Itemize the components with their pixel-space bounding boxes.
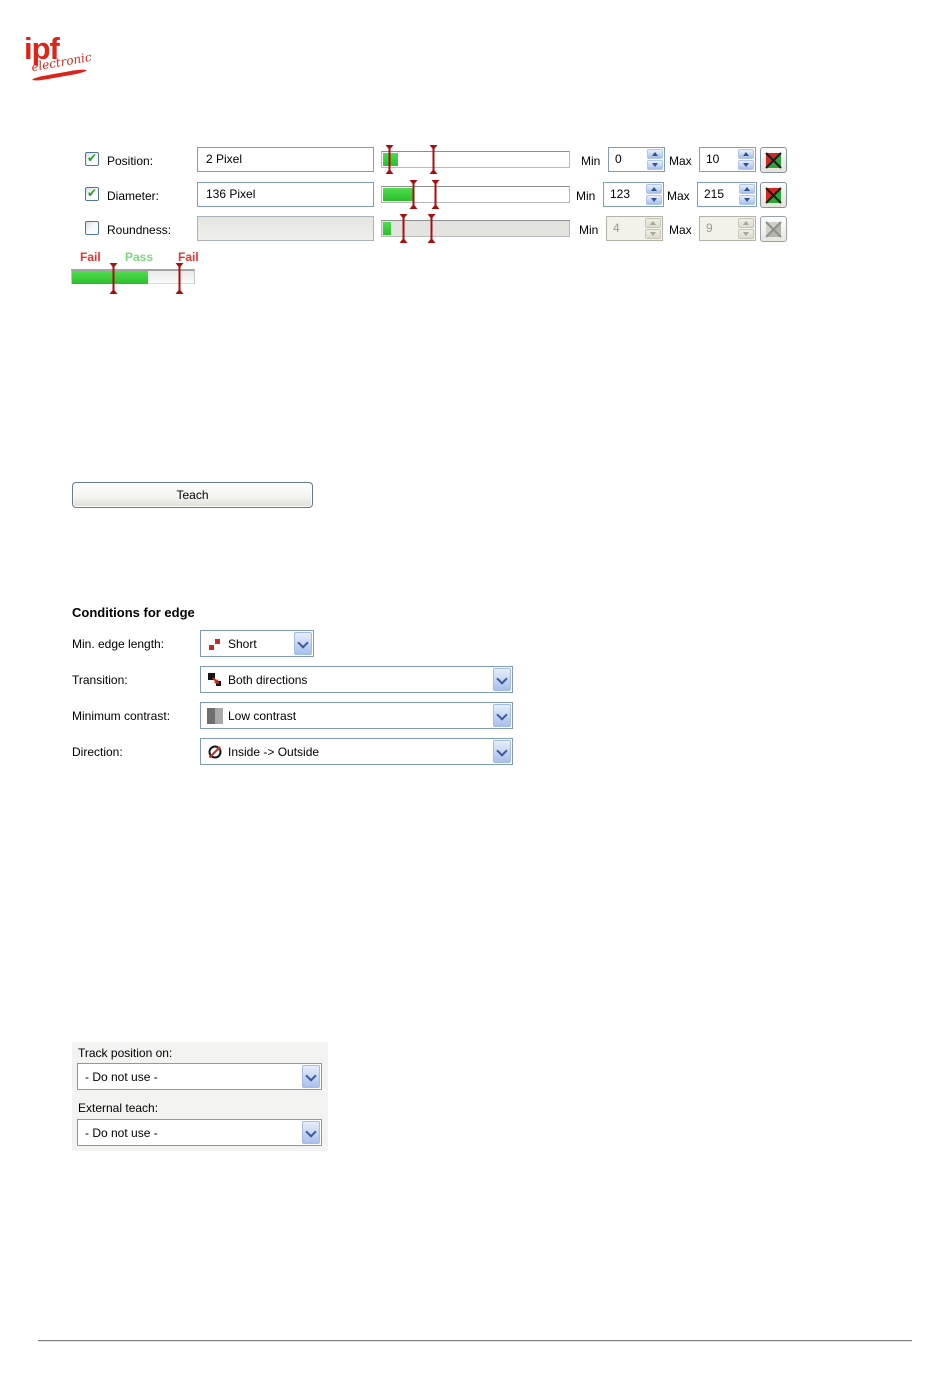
track-position-select[interactable]: - Do not use - <box>77 1063 322 1090</box>
position-slider[interactable] <box>381 145 570 174</box>
roundness-max-spinner: 9 <box>699 216 756 241</box>
tracking-panel: Track position on: - Do not use - Extern… <box>72 1042 328 1151</box>
direction-label: Direction: <box>72 745 123 759</box>
roundness-checkbox[interactable] <box>85 221 99 235</box>
spin-up-button[interactable] <box>739 184 755 194</box>
roundness-value-field <box>197 216 374 241</box>
spin-down-button[interactable] <box>647 160 663 170</box>
logo-text: ipf <box>24 31 60 66</box>
diameter-max-spinner[interactable]: 215 <box>697 182 757 207</box>
diameter-slider-fill <box>383 188 414 201</box>
contrast-icon <box>207 707 223 724</box>
roundness-min-spinner: 4 <box>606 216 663 241</box>
selected-option: - Do not use - <box>85 1125 158 1140</box>
dropdown-arrow-button[interactable] <box>302 1121 320 1144</box>
page-footer-divider <box>38 1340 912 1342</box>
track-position-label: Track position on: <box>78 1046 173 1060</box>
spinner-value: 10 <box>706 152 720 166</box>
position-label: Position: <box>107 154 154 168</box>
diameter-slider[interactable] <box>381 180 570 209</box>
roundness-label: Roundness: <box>107 223 172 237</box>
min-edge-length-select[interactable]: Short <box>200 630 314 657</box>
spin-down-button <box>738 229 754 239</box>
max-label: Max <box>669 154 692 168</box>
dropdown-arrow-button[interactable] <box>294 632 312 655</box>
spinner-value: 9 <box>706 221 713 235</box>
direction-icon <box>207 744 223 760</box>
pass-fail-icon <box>765 151 782 169</box>
range-bar <box>71 263 195 294</box>
dropdown-arrow-button[interactable] <box>302 1065 320 1088</box>
conditions-heading: Conditions for edge <box>72 605 195 620</box>
diameter-min-spinner[interactable]: 123 <box>603 182 664 207</box>
selected-option: Inside -> Outside <box>228 744 320 759</box>
edge-length-icon <box>207 636 223 652</box>
transition-label: Transition: <box>72 673 128 687</box>
position-result-button[interactable] <box>760 147 787 173</box>
spinner-value: 4 <box>613 221 620 235</box>
spin-down-button[interactable] <box>738 160 754 170</box>
spin-up-button[interactable] <box>647 149 663 159</box>
range-marker[interactable] <box>399 214 408 243</box>
diameter-checkbox[interactable] <box>85 186 99 201</box>
range-marker[interactable] <box>175 263 184 294</box>
minimum-contrast-label: Minimum contrast: <box>72 709 171 723</box>
ipf-logo: ipf electronic <box>24 31 94 88</box>
range-marker[interactable] <box>431 180 440 209</box>
min-label: Min <box>579 223 599 237</box>
max-label: Max <box>669 223 692 237</box>
pass-fail-icon <box>765 186 782 204</box>
fail-label-left: Fail <box>80 250 101 264</box>
minimum-contrast-select[interactable]: Low contrast <box>200 702 513 729</box>
min-label: Min <box>581 154 601 168</box>
teach-button[interactable]: Teach <box>72 482 313 508</box>
dropdown-arrow-button[interactable] <box>493 740 511 763</box>
position-value-field[interactable]: 2 Pixel <box>197 147 374 172</box>
min-label: Min <box>576 189 596 203</box>
spin-up-button <box>738 218 754 228</box>
position-slider-fill <box>383 153 398 166</box>
diameter-label: Diameter: <box>107 189 160 203</box>
selected-option: - Do not use - <box>85 1069 158 1084</box>
position-min-spinner[interactable]: 0 <box>608 147 665 172</box>
spin-down-button[interactable] <box>739 195 755 205</box>
selected-option: Both directions <box>228 672 308 687</box>
dropdown-arrow-button[interactable] <box>493 668 511 691</box>
direction-select[interactable]: Inside -> Outside <box>200 738 513 765</box>
range-marker[interactable] <box>109 263 118 294</box>
spin-down-button[interactable] <box>646 195 662 205</box>
position-max-spinner[interactable]: 10 <box>699 147 756 172</box>
spin-down-button <box>645 229 661 239</box>
spinner-value: 215 <box>704 187 725 201</box>
transition-select[interactable]: Both directions <box>200 666 513 693</box>
range-marker[interactable] <box>385 145 394 174</box>
pass-label: Pass <box>125 250 154 264</box>
selected-option: Short <box>228 636 257 651</box>
transition-icon <box>207 672 223 688</box>
external-teach-label: External teach: <box>78 1101 159 1115</box>
roundness-result-button <box>760 216 787 242</box>
external-teach-select[interactable]: - Do not use - <box>77 1119 322 1146</box>
spin-up-button[interactable] <box>738 149 754 159</box>
spinner-value: 123 <box>610 187 631 201</box>
pass-fail-icon-disabled <box>765 220 782 238</box>
roundness-slider-fill <box>383 222 391 235</box>
spin-up-button <box>645 218 661 228</box>
max-label: Max <box>667 189 690 203</box>
range-marker[interactable] <box>429 145 438 174</box>
spin-up-button[interactable] <box>646 184 662 194</box>
fail-label-right: Fail <box>178 250 199 264</box>
spinner-value: 0 <box>615 152 622 166</box>
range-bar-fill <box>72 271 148 284</box>
range-marker[interactable] <box>427 214 436 243</box>
diameter-value-field[interactable]: 136 Pixel <box>197 182 374 207</box>
min-edge-length-label: Min. edge length: <box>72 637 165 651</box>
roundness-slider <box>381 214 570 243</box>
dropdown-arrow-button[interactable] <box>493 704 511 727</box>
range-marker[interactable] <box>409 180 418 209</box>
diameter-result-button[interactable] <box>760 182 787 208</box>
selected-option: Low contrast <box>228 708 297 723</box>
position-checkbox[interactable] <box>85 151 99 166</box>
